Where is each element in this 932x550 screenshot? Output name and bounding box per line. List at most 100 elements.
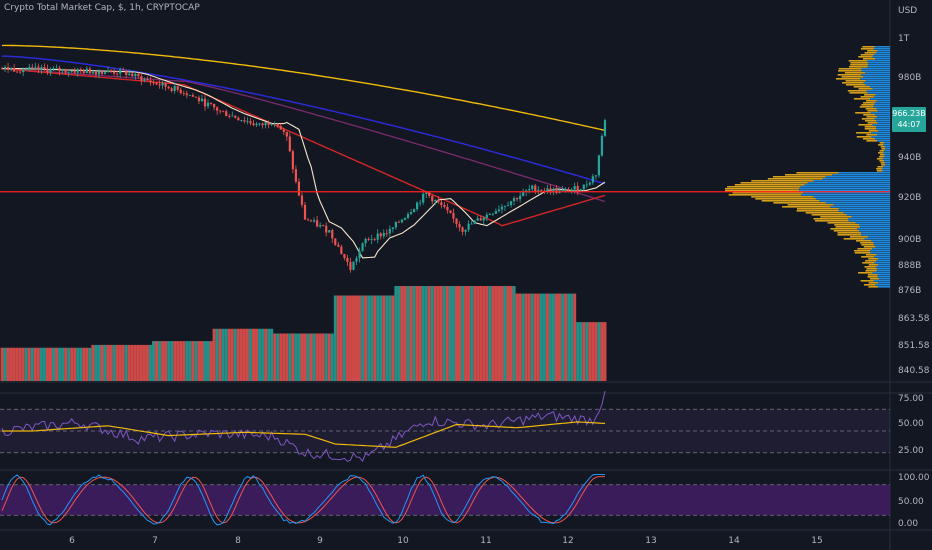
volume-profile-row: [819, 200, 890, 202]
volume-profile-row: [864, 238, 890, 240]
volume-bar: [261, 328, 265, 381]
volume-profile-row: [876, 270, 890, 272]
candle-body: [43, 67, 46, 69]
candle-body: [549, 188, 552, 193]
time-tick-label: 14: [728, 536, 740, 546]
volume-bar: [327, 333, 331, 381]
candle-body: [316, 220, 319, 227]
candle-body: [25, 69, 28, 70]
volume-bar: [312, 333, 316, 381]
volume-bar: [309, 333, 313, 381]
candle-body: [94, 71, 98, 75]
volume-bar: [36, 347, 40, 381]
candle-body: [473, 220, 476, 224]
candle-body: [431, 195, 434, 202]
candle-body: [131, 73, 134, 77]
candle-body: [64, 69, 67, 73]
volume-bar: [173, 341, 177, 381]
candle-body: [412, 209, 416, 213]
candle-body: [540, 189, 543, 191]
candle-body: [328, 230, 331, 233]
volume-profile-row: [796, 208, 839, 210]
volume-bar: [251, 328, 255, 381]
volume-profile-row: [847, 218, 890, 220]
volume-bar: [52, 347, 56, 381]
volume-profile-row: [880, 162, 885, 164]
volume-profile-row: [866, 140, 878, 142]
candle-body: [425, 192, 428, 194]
volume-profile-row: [858, 124, 873, 126]
volume-profile-row: [857, 248, 873, 250]
candle-body: [100, 71, 104, 74]
volume-profile-row: [838, 70, 862, 72]
volume-profile-row: [856, 132, 872, 134]
volume-bar: [267, 328, 271, 381]
volume-profile-row: [876, 100, 890, 102]
volume-profile-row: [825, 176, 890, 178]
volume-profile-row: [875, 94, 890, 96]
volume-profile-row: [846, 84, 866, 86]
candle-body: [552, 188, 555, 193]
volume-profile-row: [864, 128, 877, 130]
candle-body: [522, 191, 525, 196]
volume-bar: [364, 295, 368, 381]
volume-profile-row: [843, 238, 865, 240]
volume-profile-row: [880, 146, 885, 148]
volume-profile-row: [885, 164, 890, 166]
volume-bar: [245, 328, 249, 381]
volume-bar: [270, 328, 274, 381]
volume-profile-row: [815, 198, 890, 200]
last-price-value: 966.23B: [892, 109, 926, 118]
volume-profile-row: [862, 138, 876, 140]
candle-body: [125, 70, 128, 76]
ma-purple-line: [1, 67, 606, 203]
volume-profile-row: [863, 82, 890, 84]
time-tick-label: 7: [152, 536, 158, 546]
volume-bar: [451, 286, 455, 381]
volume-profile-row: [825, 202, 890, 204]
volume-bar: [376, 295, 380, 381]
volume-profile-row: [880, 154, 885, 156]
candle-body: [116, 73, 119, 75]
volume-profile-row: [861, 68, 890, 70]
volume-profile-row: [865, 254, 877, 256]
candle-body: [188, 95, 191, 96]
candle-body: [291, 151, 294, 170]
candle-body: [403, 217, 407, 220]
candle-body: [28, 66, 31, 70]
volume-bar: [400, 286, 404, 381]
candle-body: [334, 238, 337, 245]
candle-body: [482, 217, 485, 221]
volume-profile-row: [725, 190, 800, 192]
candle-body: [31, 66, 34, 68]
candle-body: [309, 220, 313, 222]
candle-body: [485, 214, 488, 218]
volume-profile-row: [854, 252, 871, 254]
volume-bar: [88, 347, 92, 381]
volume-bar: [194, 341, 198, 381]
volume-bar: [167, 341, 171, 381]
time-tick-label: 8: [235, 536, 241, 546]
volume-profile-row: [867, 236, 890, 238]
candle-body: [243, 120, 246, 122]
candle-body: [273, 123, 276, 125]
volume-bar: [397, 286, 401, 381]
volume-profile-row: [868, 286, 879, 288]
volume-profile-row: [862, 46, 875, 48]
volume-profile-row: [873, 54, 890, 56]
candle-body: [219, 110, 222, 112]
volume-bar: [242, 328, 246, 381]
candle-body: [443, 205, 446, 207]
volume-bar: [76, 347, 80, 381]
candle-body: [597, 155, 601, 176]
volume-bar: [479, 286, 483, 381]
volume-bar: [494, 286, 498, 381]
volume-bar: [285, 333, 289, 381]
volume-bar: [473, 286, 477, 381]
volume-profile-row: [877, 110, 890, 112]
volume-bar: [573, 293, 577, 381]
volume-bar: [24, 347, 28, 381]
rsi-tick-label: 50.00: [898, 419, 924, 429]
volume-bar: [418, 286, 422, 381]
